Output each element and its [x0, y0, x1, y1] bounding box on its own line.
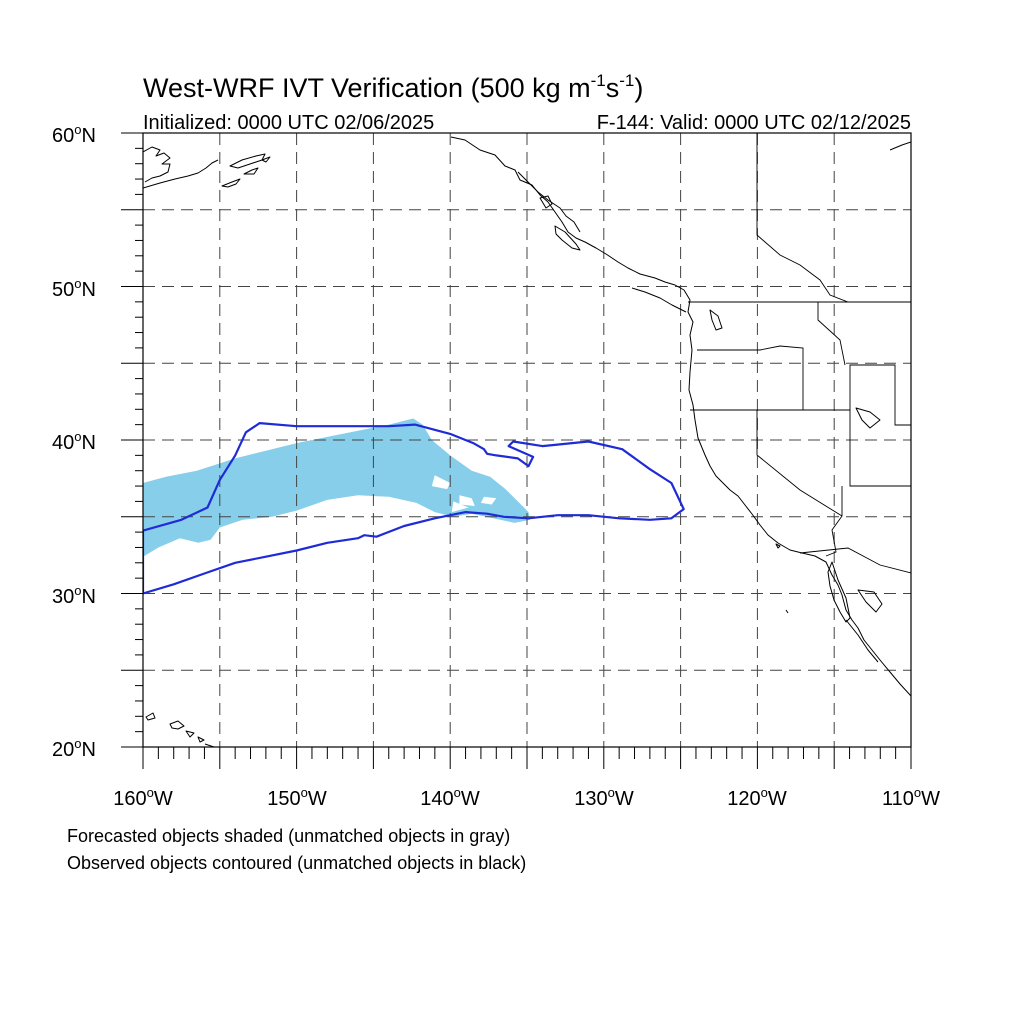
forecast-gaps	[431, 475, 497, 513]
lat-label-50n: 50oN	[52, 276, 96, 301]
title-main: West-WRF IVT Verification (500 kg m	[143, 73, 591, 103]
lat-label-60n: 60oN	[52, 122, 96, 147]
lat-lon-grid	[143, 133, 911, 747]
forecast-object	[143, 418, 531, 557]
title-sup1: -1	[591, 71, 606, 90]
title-sup2: -1	[619, 71, 634, 90]
forecast-gap-3	[480, 496, 497, 505]
lon-label-110w: 110oW	[882, 785, 940, 810]
lon-label-120w: 120oW	[727, 785, 787, 810]
figure-title: West-WRF IVT Verification (500 kg m-1s-1…	[143, 71, 643, 103]
axis-ticks	[121, 132, 912, 769]
lon-label-140w: 140oW	[420, 785, 480, 810]
lat-label-40n: 40oN	[52, 429, 96, 454]
note-observed: Observed objects contoured (unmatched ob…	[67, 853, 526, 873]
lon-label-150w: 150oW	[267, 785, 327, 810]
subtitle-valid: F-144: Valid: 0000 UTC 02/12/2025	[597, 112, 911, 134]
subtitle-initialized: Initialized: 0000 UTC 02/06/2025	[143, 112, 434, 134]
forecast-gap-2	[459, 495, 475, 506]
forecast-gap-1	[431, 475, 451, 490]
lat-label-30n: 30oN	[52, 583, 96, 608]
political-borders	[688, 133, 911, 574]
observed-object	[143, 422, 685, 595]
coastlines	[143, 136, 911, 747]
latitude-labels: 60oN 50oN 40oN 30oN 20oN	[52, 122, 96, 761]
lon-label-130w: 130oW	[574, 785, 634, 810]
lon-label-160w: 160oW	[113, 785, 173, 810]
forecast-gap-4	[451, 501, 469, 513]
longitude-labels: 160oW 150oW 140oW 130oW 120oW 110oW	[113, 785, 940, 810]
title-mid: s	[606, 73, 620, 103]
note-forecast: Forecasted objects shaded (unmatched obj…	[67, 826, 510, 846]
lat-label-20n: 20oN	[52, 736, 96, 761]
title-end: )	[634, 73, 643, 103]
plot-area	[143, 133, 911, 747]
